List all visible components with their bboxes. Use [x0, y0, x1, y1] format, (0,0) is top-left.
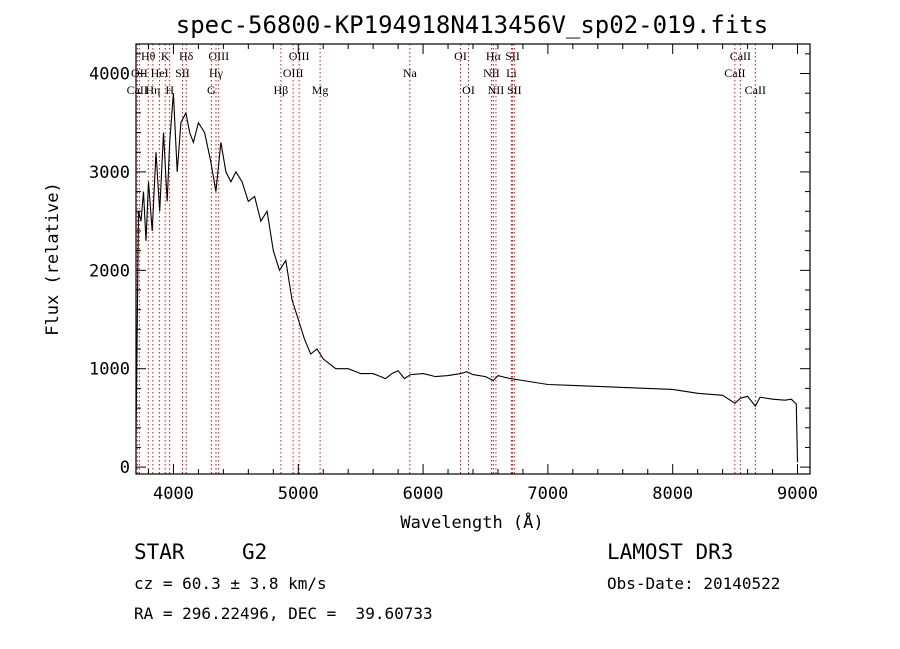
line-marker-label: SII	[507, 83, 522, 97]
x-tick-label: 4000	[153, 484, 194, 504]
x-tick-label: 8000	[652, 484, 693, 504]
coordinates-readout: RA = 296.22496, DEC = 39.60733	[134, 604, 433, 623]
line-marker-label: G	[207, 83, 216, 97]
line-marker-label: NII	[483, 66, 500, 80]
line-marker-label: Mg	[312, 83, 329, 97]
line-marker-label: OIII	[283, 66, 304, 80]
line-marker-label: OI	[462, 83, 475, 97]
y-tick-label: 1000	[89, 360, 130, 380]
axis-ticks: 4000 5000 6000 7000 8000 9000 0 1000 2000 3000 400…	[89, 44, 818, 504]
line-marker-label: HeI	[151, 66, 169, 80]
plot-frame	[135, 43, 811, 475]
line-marker-label: Li	[506, 66, 517, 80]
obs-date: Obs-Date: 20140522	[607, 574, 780, 593]
line-marker-label: OIII	[289, 49, 310, 63]
object-class: STAR	[134, 540, 185, 564]
spectrum-series-line	[135, 93, 799, 463]
line-marker-label: Hδ	[179, 49, 194, 63]
x-tick-label: 9000	[777, 484, 818, 504]
chart-title: spec-56800-KP194918N413456V_sp02-019.fit…	[176, 11, 768, 39]
y-tick-label: 4000	[89, 65, 130, 85]
line-marker-label: OIII	[208, 49, 229, 63]
y-tick-label: 2000	[89, 261, 130, 281]
line-marker-label: K	[161, 49, 170, 63]
line-marker-label: OI	[454, 49, 467, 63]
line-marker-label: CaII	[730, 49, 751, 63]
y-axis-label: Flux (relative)	[43, 182, 63, 336]
line-marker-label: CaII	[745, 83, 766, 97]
line-marker-label: Hα	[486, 49, 502, 63]
line-marker-label: Hη	[145, 83, 160, 97]
x-axis-label: Wavelength (Å)	[400, 511, 543, 533]
line-marker-label: Hθ	[141, 49, 156, 63]
line-marker-label: Hγ	[209, 66, 224, 80]
line-marker-label: Na	[403, 66, 418, 80]
line-marker-label: NII	[488, 83, 505, 97]
line-marker-label: Hβ	[274, 83, 289, 97]
redshift-readout: cz = 60.3 ± 3.8 km/s	[134, 574, 327, 593]
line-marker-label: SII	[175, 66, 190, 80]
y-tick-label: 3000	[89, 163, 130, 183]
line-marker-label: OII	[131, 66, 148, 80]
x-tick-label: 6000	[403, 484, 444, 504]
object-subclass: G2	[242, 540, 267, 564]
y-tick-label: 0	[120, 458, 130, 478]
line-marker-label: H	[165, 83, 174, 97]
line-marker-label: CaII	[724, 66, 745, 80]
x-tick-label: 5000	[278, 484, 319, 504]
survey-name: LAMOST DR3	[607, 540, 733, 564]
x-tick-label: 7000	[527, 484, 568, 504]
line-marker-label: CaII	[127, 83, 148, 97]
line-marker-label: SII	[505, 49, 520, 63]
